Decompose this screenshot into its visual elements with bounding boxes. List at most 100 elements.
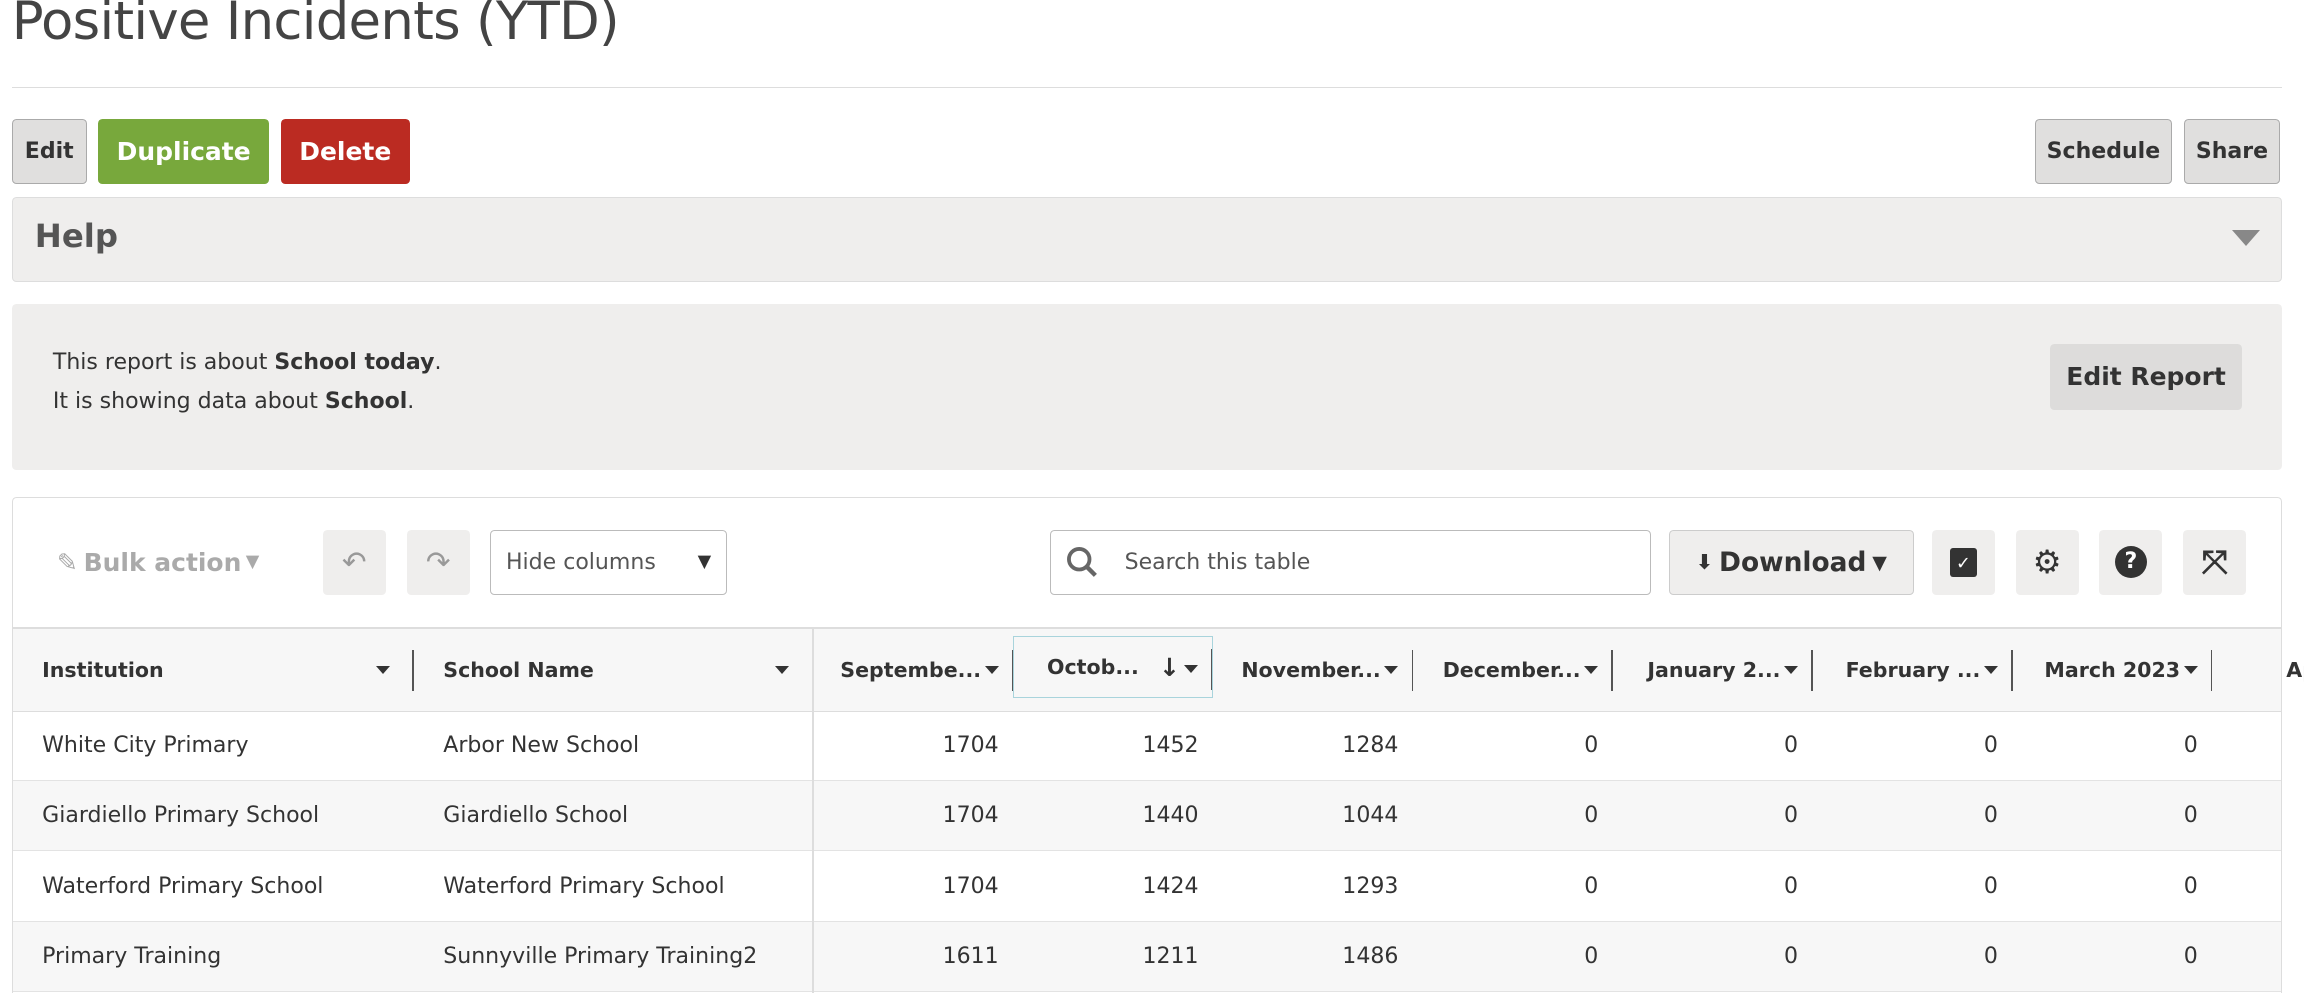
column-header[interactable]: November... (1213, 629, 1414, 711)
table-cell: Waterford Primary School (443, 873, 725, 899)
settings-button[interactable]: ⚙ (2015, 529, 2079, 595)
table-cell: 0 (1784, 873, 1799, 899)
question-circle-icon: ? (2114, 546, 2148, 579)
column-header-label: Septembe... (840, 658, 982, 683)
expand-icon: ⤧ (2201, 542, 2228, 581)
search-icon (1066, 547, 1097, 578)
edit-report-button[interactable]: Edit Report (2049, 343, 2243, 410)
column-menu-caret-icon[interactable] (1983, 665, 1998, 675)
bulk-action-label: Bulk action (83, 547, 242, 577)
help-button[interactable]: ? (2099, 529, 2163, 595)
column-header[interactable]: Institution (13, 629, 414, 711)
caret-down-icon: ▼ (1872, 550, 1887, 574)
table-cell: 0 (1983, 732, 1998, 758)
hide-columns-label: Hide columns (505, 549, 656, 575)
undo-button[interactable]: ↶ (322, 529, 386, 595)
table-row[interactable]: Waterford Primary School Waterford Primar… (12, 852, 2281, 922)
download-button[interactable]: ⬇ Download ▼ (1668, 529, 1915, 595)
text-bold: School (324, 389, 408, 415)
table-header: Institution School Name Septembe... Octob..… (12, 626, 2304, 713)
help-label: Help (34, 216, 118, 255)
table-cell: 0 (2183, 873, 2198, 899)
column-menu-caret-icon[interactable] (1384, 665, 1399, 675)
column-resize-handle[interactable] (1811, 649, 1813, 691)
table-cell: 1440 (1142, 803, 1199, 829)
column-resize-handle[interactable] (1011, 649, 1014, 691)
column-resize-handle[interactable] (2011, 649, 2013, 691)
column-header-label: January 2... (1647, 658, 1781, 683)
table-cell: White City Primary (42, 732, 249, 758)
column-menu-caret-icon[interactable] (1183, 665, 1198, 674)
undo-icon: ↶ (342, 545, 367, 580)
table-cell: 0 (2183, 803, 2198, 829)
table-row[interactable]: White City Primary Arbor New School 1704 14… (12, 711, 2281, 781)
pencil-icon: ✎ (56, 547, 78, 577)
help-panel[interactable]: Help (11, 196, 2282, 283)
redo-icon: ↷ (425, 545, 451, 580)
table-cell: Giardiello Primary School (42, 803, 320, 829)
table-cell: 1704 (942, 803, 999, 829)
column-resize-handle[interactable] (1611, 649, 1613, 691)
table-cell: Primary Training (42, 944, 222, 970)
table-cell: 1611 (942, 944, 999, 970)
table-row[interactable]: Giardiello Primary School Giardiello Scho… (12, 781, 2281, 852)
column-header[interactable]: March 2023 (2013, 629, 2213, 711)
gear-icon: ⚙ (2032, 543, 2062, 582)
bulk-action-button[interactable]: ✎ Bulk action ▼ (57, 530, 292, 595)
column-resize-handle[interactable] (412, 649, 414, 691)
table-cell: 1704 (942, 732, 999, 758)
hide-columns-select[interactable]: Hide columns ▼ (490, 529, 727, 595)
fullscreen-button[interactable]: ⤧ (2183, 529, 2247, 595)
redo-button[interactable]: ↷ (406, 529, 470, 595)
column-menu-caret-icon[interactable] (1584, 665, 1599, 675)
table-cell: 1452 (1142, 732, 1199, 758)
column-header[interactable]: Octob... ↓ (1013, 636, 1214, 698)
report-about: This report is about School today. (53, 350, 442, 375)
download-icon: ⬇ (1695, 550, 1714, 575)
divider (11, 86, 2282, 89)
table-cell: 1211 (1142, 944, 1199, 970)
table-cell: 0 (1784, 803, 1799, 829)
column-header[interactable]: Septembe... (812, 629, 1014, 711)
column-resize-handle[interactable] (1411, 649, 1414, 691)
table-row[interactable]: Primary Training Sunnyville Primary Train… (12, 922, 2281, 993)
table-cell: 1486 (1342, 944, 1399, 970)
column-menu-caret-icon[interactable] (774, 665, 789, 675)
schedule-button[interactable]: Schedule (2035, 119, 2172, 184)
duplicate-button[interactable]: Duplicate (98, 119, 269, 184)
table-cell: 0 (2183, 732, 2198, 758)
share-button[interactable]: Share (2183, 119, 2281, 184)
column-header-label: March 2023 (2044, 658, 2181, 683)
table-cell: Giardiello School (443, 803, 629, 829)
page-title: Positive Incidents (YTD) (11, 0, 620, 53)
column-resize-handle[interactable] (2210, 649, 2213, 691)
column-menu-caret-icon[interactable] (984, 665, 999, 675)
column-header-label: February ... (1845, 658, 1981, 683)
column-menu-caret-icon[interactable] (2183, 665, 2198, 675)
edit-button[interactable]: Edit (11, 119, 87, 184)
sort-descending-icon: ↓ (1159, 652, 1180, 682)
column-header-label: School Name (443, 658, 594, 683)
table-cell: 1424 (1142, 873, 1199, 899)
table-cell: 0 (1584, 944, 1599, 970)
column-header-label: Apr (2286, 658, 2304, 683)
table-cell: 0 (1584, 803, 1599, 829)
column-header[interactable]: January 2... (1613, 629, 1813, 711)
column-header[interactable]: School Name (414, 629, 812, 711)
column-menu-caret-icon[interactable] (376, 665, 391, 675)
search-input[interactable]: Search this table (1050, 529, 1652, 595)
column-header[interactable]: December... (1413, 629, 1613, 711)
column-header[interactable]: February ... (1813, 629, 2013, 711)
column-resize-handle[interactable] (1210, 649, 1213, 691)
text: This report is about (52, 349, 275, 375)
table-cell: 1044 (1342, 803, 1399, 829)
column-menu-caret-icon[interactable] (1784, 665, 1799, 675)
column-header[interactable]: Apr (2212, 629, 2304, 711)
delete-button[interactable]: Delete (280, 119, 410, 184)
caret-down-icon: ▼ (697, 552, 712, 573)
table-cell: 0 (2183, 944, 2198, 970)
table-cell: 1293 (1342, 873, 1399, 899)
saved-filters-button[interactable]: ✓ (1931, 529, 1995, 595)
chevron-down-icon[interactable] (2232, 230, 2261, 247)
table-cell: 0 (1584, 732, 1599, 758)
